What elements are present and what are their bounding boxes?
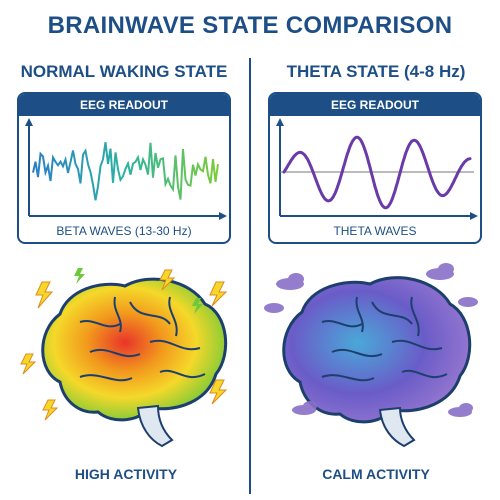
cloud-icon xyxy=(264,263,478,417)
calm-brain-folds xyxy=(321,296,448,382)
left-caption: HIGH ACTIVITY xyxy=(74,466,178,482)
calm-brain-stem xyxy=(378,406,416,448)
lightning-icon xyxy=(20,269,228,421)
active-brain-illustration xyxy=(20,268,228,448)
right-eeg-panel: EEG READOUT THETA WAVES xyxy=(268,92,482,244)
left-y-arrow xyxy=(25,118,33,126)
left-x-arrow xyxy=(219,212,227,220)
beta-wave-plot xyxy=(25,118,227,220)
calm-brain-shape xyxy=(282,276,472,424)
right-panel-label: THETA WAVES xyxy=(333,224,417,238)
theta-wave-plot xyxy=(276,118,478,220)
beta-wave-line xyxy=(32,141,219,201)
left-panel-header: EEG READOUT xyxy=(19,94,229,116)
right-y-arrow xyxy=(276,118,284,126)
left-eeg-panel: EEG READOUT BETA WAVES (13-30 Hz) xyxy=(17,92,231,244)
left-panel-label: BETA WAVES (13-30 Hz) xyxy=(56,224,192,238)
right-caption: CALM ACTIVITY xyxy=(322,466,430,482)
center-divider xyxy=(249,58,251,494)
left-heading: NORMAL WAKING STATE xyxy=(20,62,228,81)
lightning-icon xyxy=(74,268,203,314)
right-x-arrow xyxy=(470,212,478,220)
active-brain-stem xyxy=(136,404,174,448)
right-heading: THETA STATE (4-8 Hz) xyxy=(286,62,466,81)
active-brain-shape xyxy=(41,277,228,422)
page-title: BRAINWAVE STATE COMPARISON xyxy=(47,12,453,39)
active-brain-folds xyxy=(79,296,206,382)
theta-wave-line xyxy=(282,135,472,210)
right-panel-header: EEG READOUT xyxy=(270,94,480,116)
calm-brain-illustration xyxy=(264,263,478,448)
